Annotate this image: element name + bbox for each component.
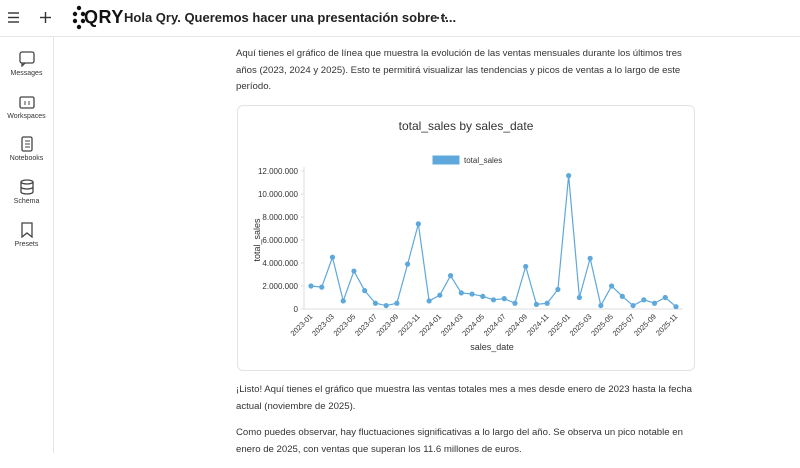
point bbox=[426, 298, 432, 304]
point bbox=[480, 293, 486, 299]
message: ¡Listo! Aquí tienes el gráfico que muest… bbox=[236, 382, 698, 468]
y-tick-label: 12.000.000 bbox=[258, 167, 299, 176]
point bbox=[308, 283, 314, 289]
menu-button[interactable] bbox=[8, 12, 20, 23]
point bbox=[544, 300, 550, 306]
message: Aquí tienes el gráfico de línea que mues… bbox=[236, 46, 698, 96]
point bbox=[673, 304, 679, 310]
nav-item[interactable]: Workspaces bbox=[0, 94, 53, 120]
nav-label: Notebooks bbox=[9, 155, 44, 162]
point bbox=[362, 288, 368, 294]
point bbox=[576, 294, 582, 301]
line bbox=[310, 175, 677, 308]
chart: total_sales by sales_date sales_date tot… bbox=[252, 119, 683, 352]
header: QRY Hola Qry. Queremos hacer una present… bbox=[0, 0, 800, 37]
nav-icon bbox=[20, 222, 33, 238]
x-tick-label: 2024-07 bbox=[482, 312, 508, 338]
point bbox=[405, 261, 411, 267]
x-axis-label: sales_date bbox=[470, 342, 514, 352]
point bbox=[501, 296, 507, 302]
nav-item[interactable]: Messages bbox=[0, 51, 53, 77]
y-tick-label: 6.000.000 bbox=[262, 236, 298, 245]
legend-swatch bbox=[432, 155, 460, 165]
point bbox=[587, 255, 593, 261]
x-tick-label: 2023-01 bbox=[289, 312, 315, 338]
x-tick-label: 2023-11 bbox=[396, 312, 421, 337]
point bbox=[608, 283, 615, 289]
x-tick-label: 2025-05 bbox=[589, 312, 615, 338]
nav-icon bbox=[20, 136, 33, 152]
message-text: Como puedes observar, hay fluctuaciones … bbox=[236, 427, 683, 455]
nav-icon bbox=[19, 179, 34, 195]
x-tick-label: 2025-09 bbox=[632, 312, 658, 338]
point bbox=[619, 293, 625, 299]
x-tick-label: 2024-09 bbox=[503, 312, 529, 338]
new-chat-button[interactable] bbox=[40, 12, 51, 23]
point bbox=[319, 284, 325, 290]
nav-label: Presets bbox=[14, 241, 39, 248]
chat-title: Hola Qry. Queremos hacer una presentació… bbox=[124, 10, 457, 25]
message-text: ¡Listo! Aquí tienes el gráfico que muest… bbox=[236, 384, 692, 412]
point bbox=[555, 286, 561, 293]
point bbox=[469, 291, 475, 297]
point bbox=[523, 263, 529, 270]
nav-label: Schema bbox=[13, 198, 40, 205]
x-tick-label: 2023-09 bbox=[374, 312, 400, 338]
point bbox=[340, 298, 346, 304]
x-tick-label: 2025-07 bbox=[611, 312, 637, 338]
point bbox=[447, 273, 454, 279]
point bbox=[394, 300, 400, 306]
y-tick-label: 8.000.000 bbox=[262, 213, 298, 222]
point bbox=[490, 297, 497, 303]
nav-item[interactable]: Presets bbox=[0, 222, 53, 248]
x-tick-label: 2023-05 bbox=[332, 312, 358, 338]
nav-label: Workspaces bbox=[7, 113, 46, 120]
nav-icon bbox=[18, 51, 35, 67]
x-tick-label: 2024-11 bbox=[525, 312, 550, 337]
legend-label: total_sales bbox=[464, 156, 502, 165]
point bbox=[630, 302, 636, 309]
x-tick-label: 2024-01 bbox=[417, 312, 443, 338]
x-tick-label: 2023-03 bbox=[310, 312, 336, 338]
y-tick-label: 10.000.000 bbox=[258, 190, 299, 199]
x-tick-label: 2025-11 bbox=[654, 312, 679, 337]
point bbox=[351, 268, 357, 274]
x-tick-label: 2023-07 bbox=[353, 312, 379, 338]
point bbox=[566, 173, 572, 179]
chart-title: total_sales by sales_date bbox=[399, 119, 534, 133]
point bbox=[512, 300, 518, 306]
page: QRY Hola Qry. Queremos hacer una present… bbox=[0, 0, 800, 455]
logo-text: QRY bbox=[84, 7, 124, 27]
x-tick-label: 2024-03 bbox=[439, 312, 465, 338]
nav-item[interactable]: Notebooks bbox=[0, 136, 53, 162]
y-tick-label: 0 bbox=[294, 305, 299, 314]
y-tick-label: 2.000.000 bbox=[262, 282, 298, 291]
x-tick-label: 2024-05 bbox=[460, 312, 486, 338]
nav-icon bbox=[18, 96, 35, 109]
x-tick-label: 2025-03 bbox=[568, 312, 594, 338]
point bbox=[458, 290, 464, 296]
nav-label: Messages bbox=[10, 70, 43, 77]
point bbox=[533, 301, 540, 307]
message-text: Aquí tienes el gráfico de línea que mues… bbox=[236, 48, 682, 92]
chart-card: total_sales by sales_date sales_date tot… bbox=[237, 105, 695, 371]
sidebar: Messages Workspaces Notebooks Schema Pre… bbox=[0, 37, 54, 453]
point bbox=[329, 254, 336, 260]
x-tick-label: 2025-01 bbox=[546, 312, 572, 338]
y-tick-label: 4.000.000 bbox=[262, 259, 298, 268]
point bbox=[415, 221, 421, 227]
nav-item[interactable]: Schema bbox=[0, 179, 53, 205]
point bbox=[598, 302, 604, 309]
point bbox=[641, 297, 647, 303]
y-axis-label: total_sales bbox=[252, 218, 262, 262]
more-button[interactable] bbox=[436, 16, 448, 20]
point bbox=[437, 292, 443, 298]
point bbox=[651, 300, 658, 306]
point bbox=[662, 294, 668, 301]
logo-icon bbox=[72, 5, 86, 30]
point bbox=[372, 300, 379, 306]
point bbox=[383, 302, 389, 309]
